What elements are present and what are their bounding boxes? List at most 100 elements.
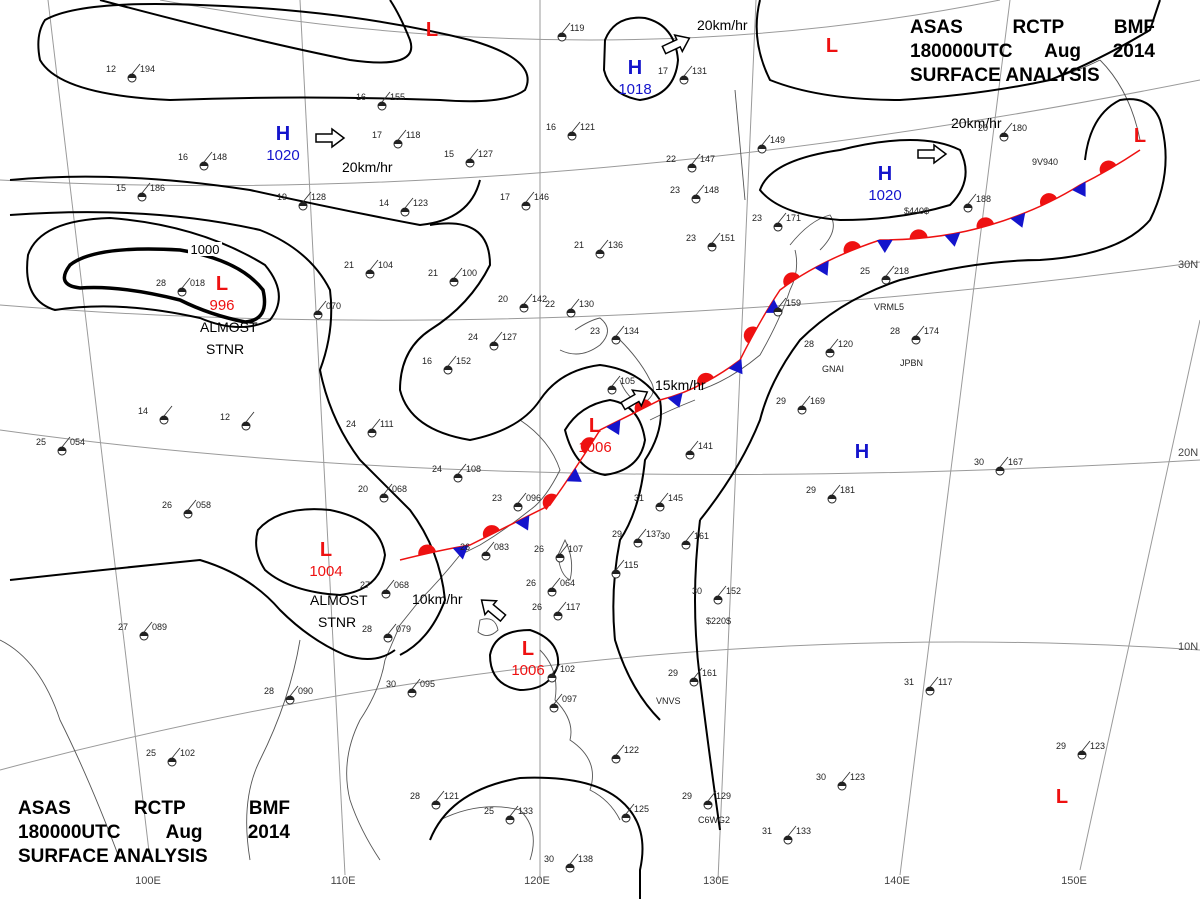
isobar-1000 <box>62 247 267 324</box>
station-plot: 28 090 <box>264 685 313 705</box>
isobar-east-low-ne <box>755 0 1161 102</box>
station-plot: 23 134 <box>590 325 639 345</box>
isobar-l1006-south <box>488 628 560 692</box>
header-year: 2014 <box>1112 41 1155 62</box>
station-pressure: 125 <box>634 804 649 814</box>
cold-front-pip <box>944 232 961 247</box>
sky-cover-icon <box>680 76 688 80</box>
station-pressure: 105 <box>620 376 635 386</box>
station-plot: 30 161 <box>660 530 709 550</box>
sky-cover-icon <box>612 755 620 759</box>
high-center-symbol: H <box>878 163 892 185</box>
station-plot: 122 <box>611 744 639 764</box>
sky-cover-icon <box>242 422 250 426</box>
sky-cover-icon <box>548 674 556 678</box>
annotation-text: 10km/hr <box>412 591 463 607</box>
latitude-label: 20N <box>1178 447 1198 459</box>
sky-cover-icon <box>566 864 574 868</box>
movement-arrow-icon <box>315 127 346 149</box>
sky-cover-icon <box>704 801 712 805</box>
wind-barb-icon <box>289 685 299 697</box>
warm-front-pip <box>418 544 437 556</box>
station-temperature: 23 <box>492 493 502 503</box>
low-center-symbol: L <box>1056 786 1068 808</box>
sky-cover-icon <box>964 204 972 208</box>
station-plot: 16 155 <box>356 91 405 111</box>
annotation-text: STNR <box>318 614 356 630</box>
wind-barb-icon <box>711 232 721 244</box>
station-plot: 31 117 <box>904 676 952 696</box>
wind-barb-icon <box>551 577 561 589</box>
station-pressure: 107 <box>568 544 583 554</box>
wind-barb-icon <box>509 805 519 817</box>
wind-barb-icon <box>383 483 393 495</box>
station-plot: 26 064 <box>526 577 575 597</box>
isobar-inland <box>9 211 447 656</box>
wind-barb-icon <box>485 541 495 553</box>
station-temperature: 31 <box>904 677 914 687</box>
station-temperature: 26 <box>534 544 544 554</box>
sky-cover-icon <box>692 195 700 199</box>
station-temperature: 28 <box>410 791 420 801</box>
sky-cover-icon <box>514 503 522 507</box>
station-plot: 29 129 <box>682 790 731 810</box>
wind-barb-icon <box>689 440 699 452</box>
station-pressure: 117 <box>938 677 952 687</box>
station-pressure: 137 <box>646 529 661 539</box>
station-pressure: 117 <box>566 602 580 612</box>
wind-barb-icon <box>553 693 563 705</box>
sky-cover-icon <box>688 164 696 168</box>
sky-cover-icon <box>466 159 474 163</box>
wind-barb-icon <box>493 331 503 343</box>
station-pressure: 138 <box>578 854 593 864</box>
wind-barb-icon <box>777 212 787 224</box>
station-plot: 097 <box>549 693 577 713</box>
warm-front-pip <box>743 326 758 344</box>
station-plot: 28 174 <box>890 325 939 345</box>
station-plot: 20 142 <box>498 293 547 313</box>
wind-barb-icon <box>761 134 771 146</box>
station-plot: 27 068 <box>360 579 409 599</box>
sky-cover-icon <box>826 349 834 353</box>
sky-cover-icon <box>554 612 562 616</box>
ship-id-label: C6WG2 <box>698 815 730 825</box>
cold-front-pip <box>1010 212 1026 228</box>
meridian-150e <box>1079 319 1200 871</box>
station-temperature: 20 <box>978 123 988 133</box>
sky-cover-icon <box>556 554 564 558</box>
pressure-center-value: 1020 <box>266 147 299 164</box>
station-plot: 26 058 <box>162 499 211 519</box>
station-plot: 28 018 <box>156 277 205 297</box>
wind-barb-icon <box>683 65 693 77</box>
sky-cover-icon <box>382 590 390 594</box>
sky-cover-icon <box>612 336 620 340</box>
station-pressure: 151 <box>720 233 735 243</box>
header-title: SURFACE ANALYSIS <box>910 65 1100 86</box>
sky-cover-icon <box>596 250 604 254</box>
station-plot: 115 <box>611 559 638 579</box>
station-temperature: 24 <box>468 332 478 342</box>
sky-cover-icon <box>378 102 386 106</box>
isobars <box>9 0 1167 899</box>
station-plot: 30 138 <box>544 853 593 873</box>
map-labels: H 1020 H 1018 H 1020 H L L L 996 L 1004 L 1006 L 1006 L L 1… <box>36 17 1198 887</box>
station-temperature: 23 <box>752 213 762 223</box>
wind-barb-icon <box>787 825 797 837</box>
meridian-110e <box>299 0 346 876</box>
low-center-symbol: L <box>826 35 838 57</box>
station-temperature: 29 <box>1056 741 1066 751</box>
coast-borneo <box>439 806 534 861</box>
station-plot: 29 169 <box>776 395 825 415</box>
sky-cover-icon <box>828 495 836 499</box>
station-temperature: 24 <box>432 464 442 474</box>
station-pressure: 111 <box>380 419 394 429</box>
sky-cover-icon <box>140 632 148 636</box>
sky-cover-icon <box>394 140 402 144</box>
station-plot: 12 194 <box>106 63 155 83</box>
sky-cover-icon <box>548 588 556 592</box>
warm-front-pip <box>1099 160 1117 175</box>
sky-cover-icon <box>798 406 806 410</box>
wind-barb-icon <box>469 148 479 160</box>
isobar-center-low <box>398 222 662 721</box>
